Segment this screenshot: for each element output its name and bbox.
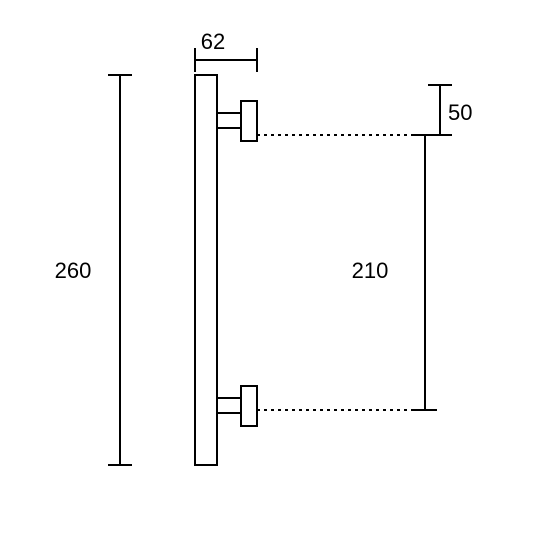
- handle-outline: [195, 75, 257, 465]
- technical-drawing: 260 62 210 50: [0, 0, 550, 550]
- label-width: 62: [201, 29, 225, 54]
- handle-bottom-arm: [217, 398, 241, 413]
- dim-inner-height: 210: [352, 135, 437, 410]
- handle-bar: [195, 75, 217, 465]
- handle-bottom-cap: [241, 386, 257, 426]
- handle-top-cap: [241, 101, 257, 141]
- label-overall-height: 260: [55, 258, 92, 283]
- dim-width: 62: [195, 29, 257, 72]
- dim-offset: 50: [428, 85, 472, 135]
- label-offset: 50: [448, 100, 472, 125]
- label-inner-height: 210: [352, 258, 389, 283]
- dim-overall-height: 260: [55, 75, 132, 465]
- handle-top-arm: [217, 113, 241, 128]
